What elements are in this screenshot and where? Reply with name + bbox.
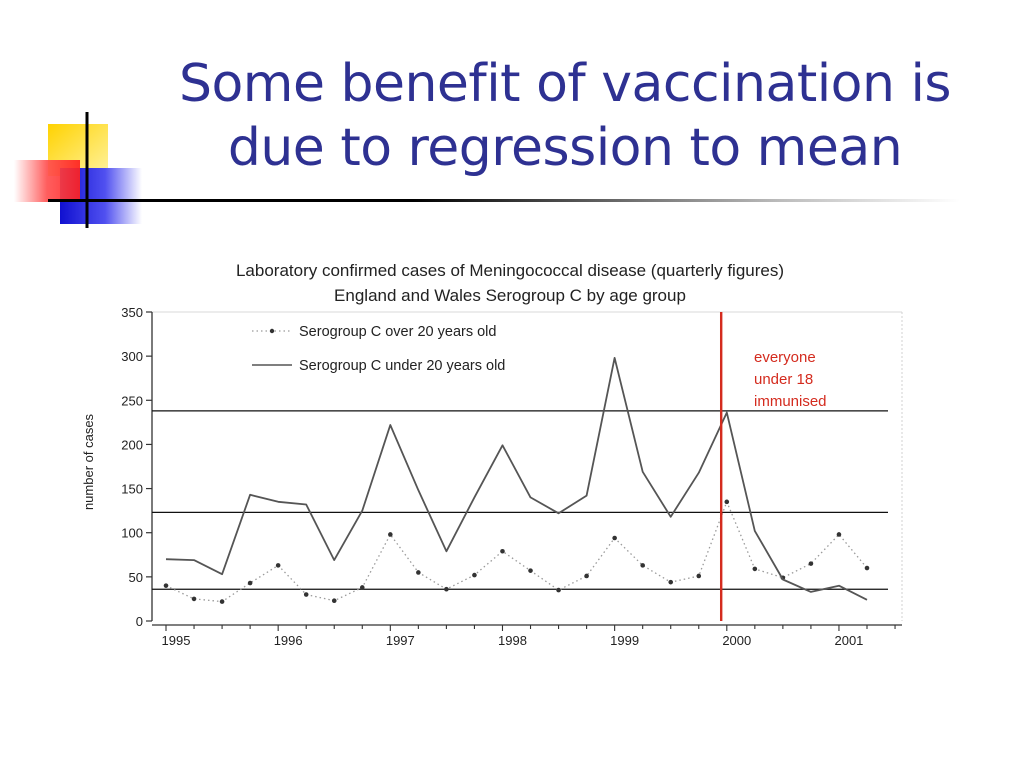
series-over-20-point [416,570,421,575]
series-over-20-point [219,599,225,604]
x-tick-label: 1998 [498,633,527,648]
slide-title: Some benefit of vaccination is due to re… [140,52,990,180]
legend-under-20-label: Serogroup C under 20 years old [299,358,505,374]
x-tick-label: 1999 [610,633,639,648]
legend-over-20-label: Serogroup C over 20 years old [299,324,496,340]
plot-area: 0 50 100 150 200 250 300 350 1995 1996 1997 1998 199… [121,305,903,648]
annotation-line: under 18 [754,371,813,388]
y-tick-label: 100 [121,526,143,541]
chart-title-line-2: England and Wales Serogroup C by age gro… [334,286,686,305]
series-over-20-point [556,587,561,593]
slide-title-line-2: due to regression to mean [227,118,903,178]
series-under-20-line [165,356,868,601]
series-over-20-point [864,565,870,571]
deco-red-square [14,160,80,202]
title-underline [48,199,960,202]
series-over-20-point [444,586,449,592]
series-over-20-line [165,500,868,603]
series-over-20-point [808,561,814,566]
series-over-20-point [668,579,674,585]
series-over-20-point [724,499,730,505]
series-over-20-point [584,573,589,579]
series-over-20-point [331,598,337,603]
series-over-20-point [640,563,645,568]
y-tick-label: 200 [121,437,143,452]
x-tick-label: 1995 [162,633,191,648]
annotation-line: everyone [754,349,816,366]
series-over-20-point [388,532,393,537]
y-tick-label: 50 [129,570,143,585]
series-over-20-point [359,585,365,590]
series-over-20-point [472,572,477,578]
chart-title-line-1: Laboratory confirmed cases of Meningococ… [236,261,784,280]
series-over-20-point [191,596,197,602]
series-over-20-point [836,532,842,537]
slide-title-line-1: Some benefit of vaccination is [178,54,952,114]
series-over-20-point [612,535,617,541]
x-tick-label: 2000 [722,633,751,648]
annotation-line: immunised [754,393,827,410]
series-over-20-point [696,573,702,579]
legend-over-20-marker [269,328,275,334]
series-over-20-point [275,563,281,568]
x-tick-label: 1997 [386,633,415,648]
y-tick-label: 150 [121,482,143,497]
corner-decoration [14,112,142,228]
series-over-20-point [303,592,309,597]
series-over-20-point [163,583,169,588]
y-tick-label: 250 [121,393,143,408]
y-axis-label: number of cases [81,413,96,510]
x-tick-label: 1996 [274,633,303,648]
series-over-20-point [528,568,533,573]
series-over-20-point [500,548,505,554]
y-tick-label: 300 [121,349,143,364]
y-tick-label: 0 [136,614,143,629]
x-tick-label: 2001 [834,633,863,648]
series-over-20-point [752,566,758,572]
y-tick-label: 350 [121,305,143,320]
series-over-20-point [247,580,253,586]
